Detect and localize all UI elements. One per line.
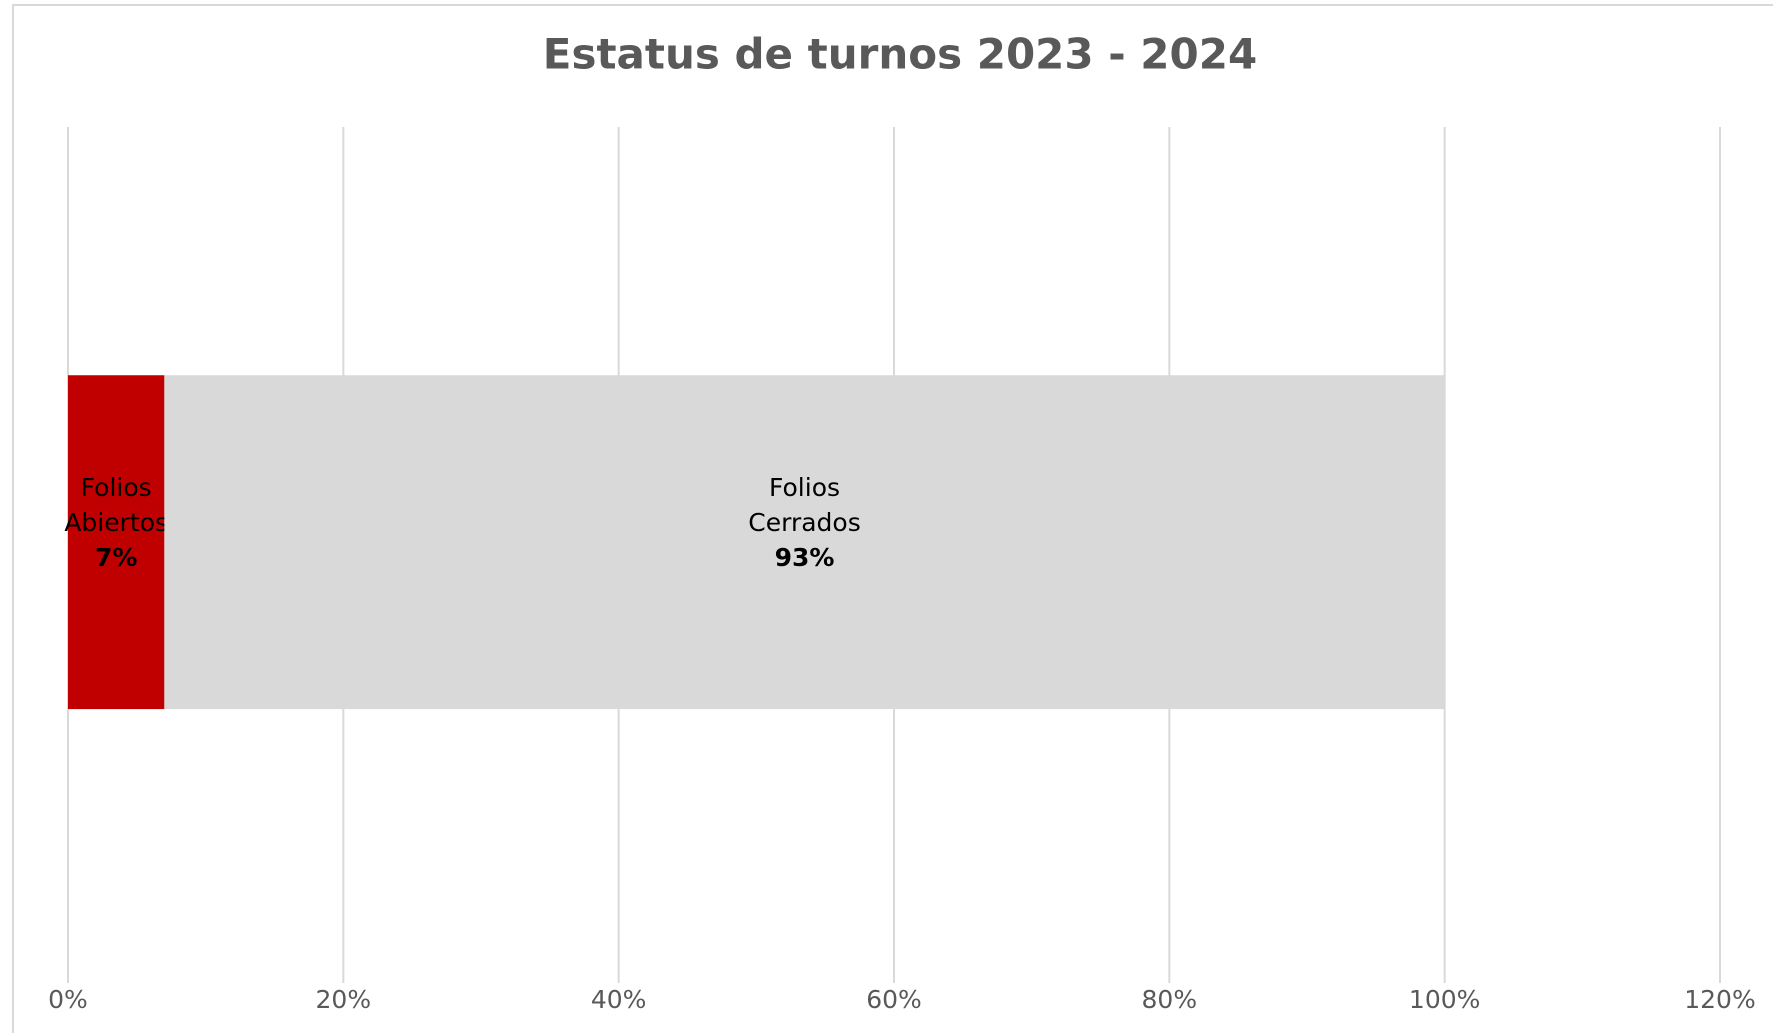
segment-name: Folios Abiertos bbox=[64, 473, 168, 537]
chart-title: Estatus de turnos 2023 - 2024 bbox=[543, 30, 1257, 79]
x-tick-label: 0% bbox=[48, 985, 88, 1014]
data-label: 7% bbox=[95, 543, 137, 572]
x-tick-label: 60% bbox=[866, 985, 922, 1014]
x-tick-label: 40% bbox=[591, 985, 647, 1014]
x-tick-label: 120% bbox=[1684, 985, 1755, 1014]
segment-name: Folios Cerrados bbox=[748, 473, 860, 537]
data-label: 93% bbox=[775, 543, 835, 572]
x-tick-label: 20% bbox=[316, 985, 372, 1014]
x-tick-label: 100% bbox=[1409, 985, 1480, 1014]
bar-segment bbox=[164, 375, 1445, 710]
bar-segment bbox=[68, 375, 165, 710]
x-tick-label: 80% bbox=[1142, 985, 1198, 1014]
